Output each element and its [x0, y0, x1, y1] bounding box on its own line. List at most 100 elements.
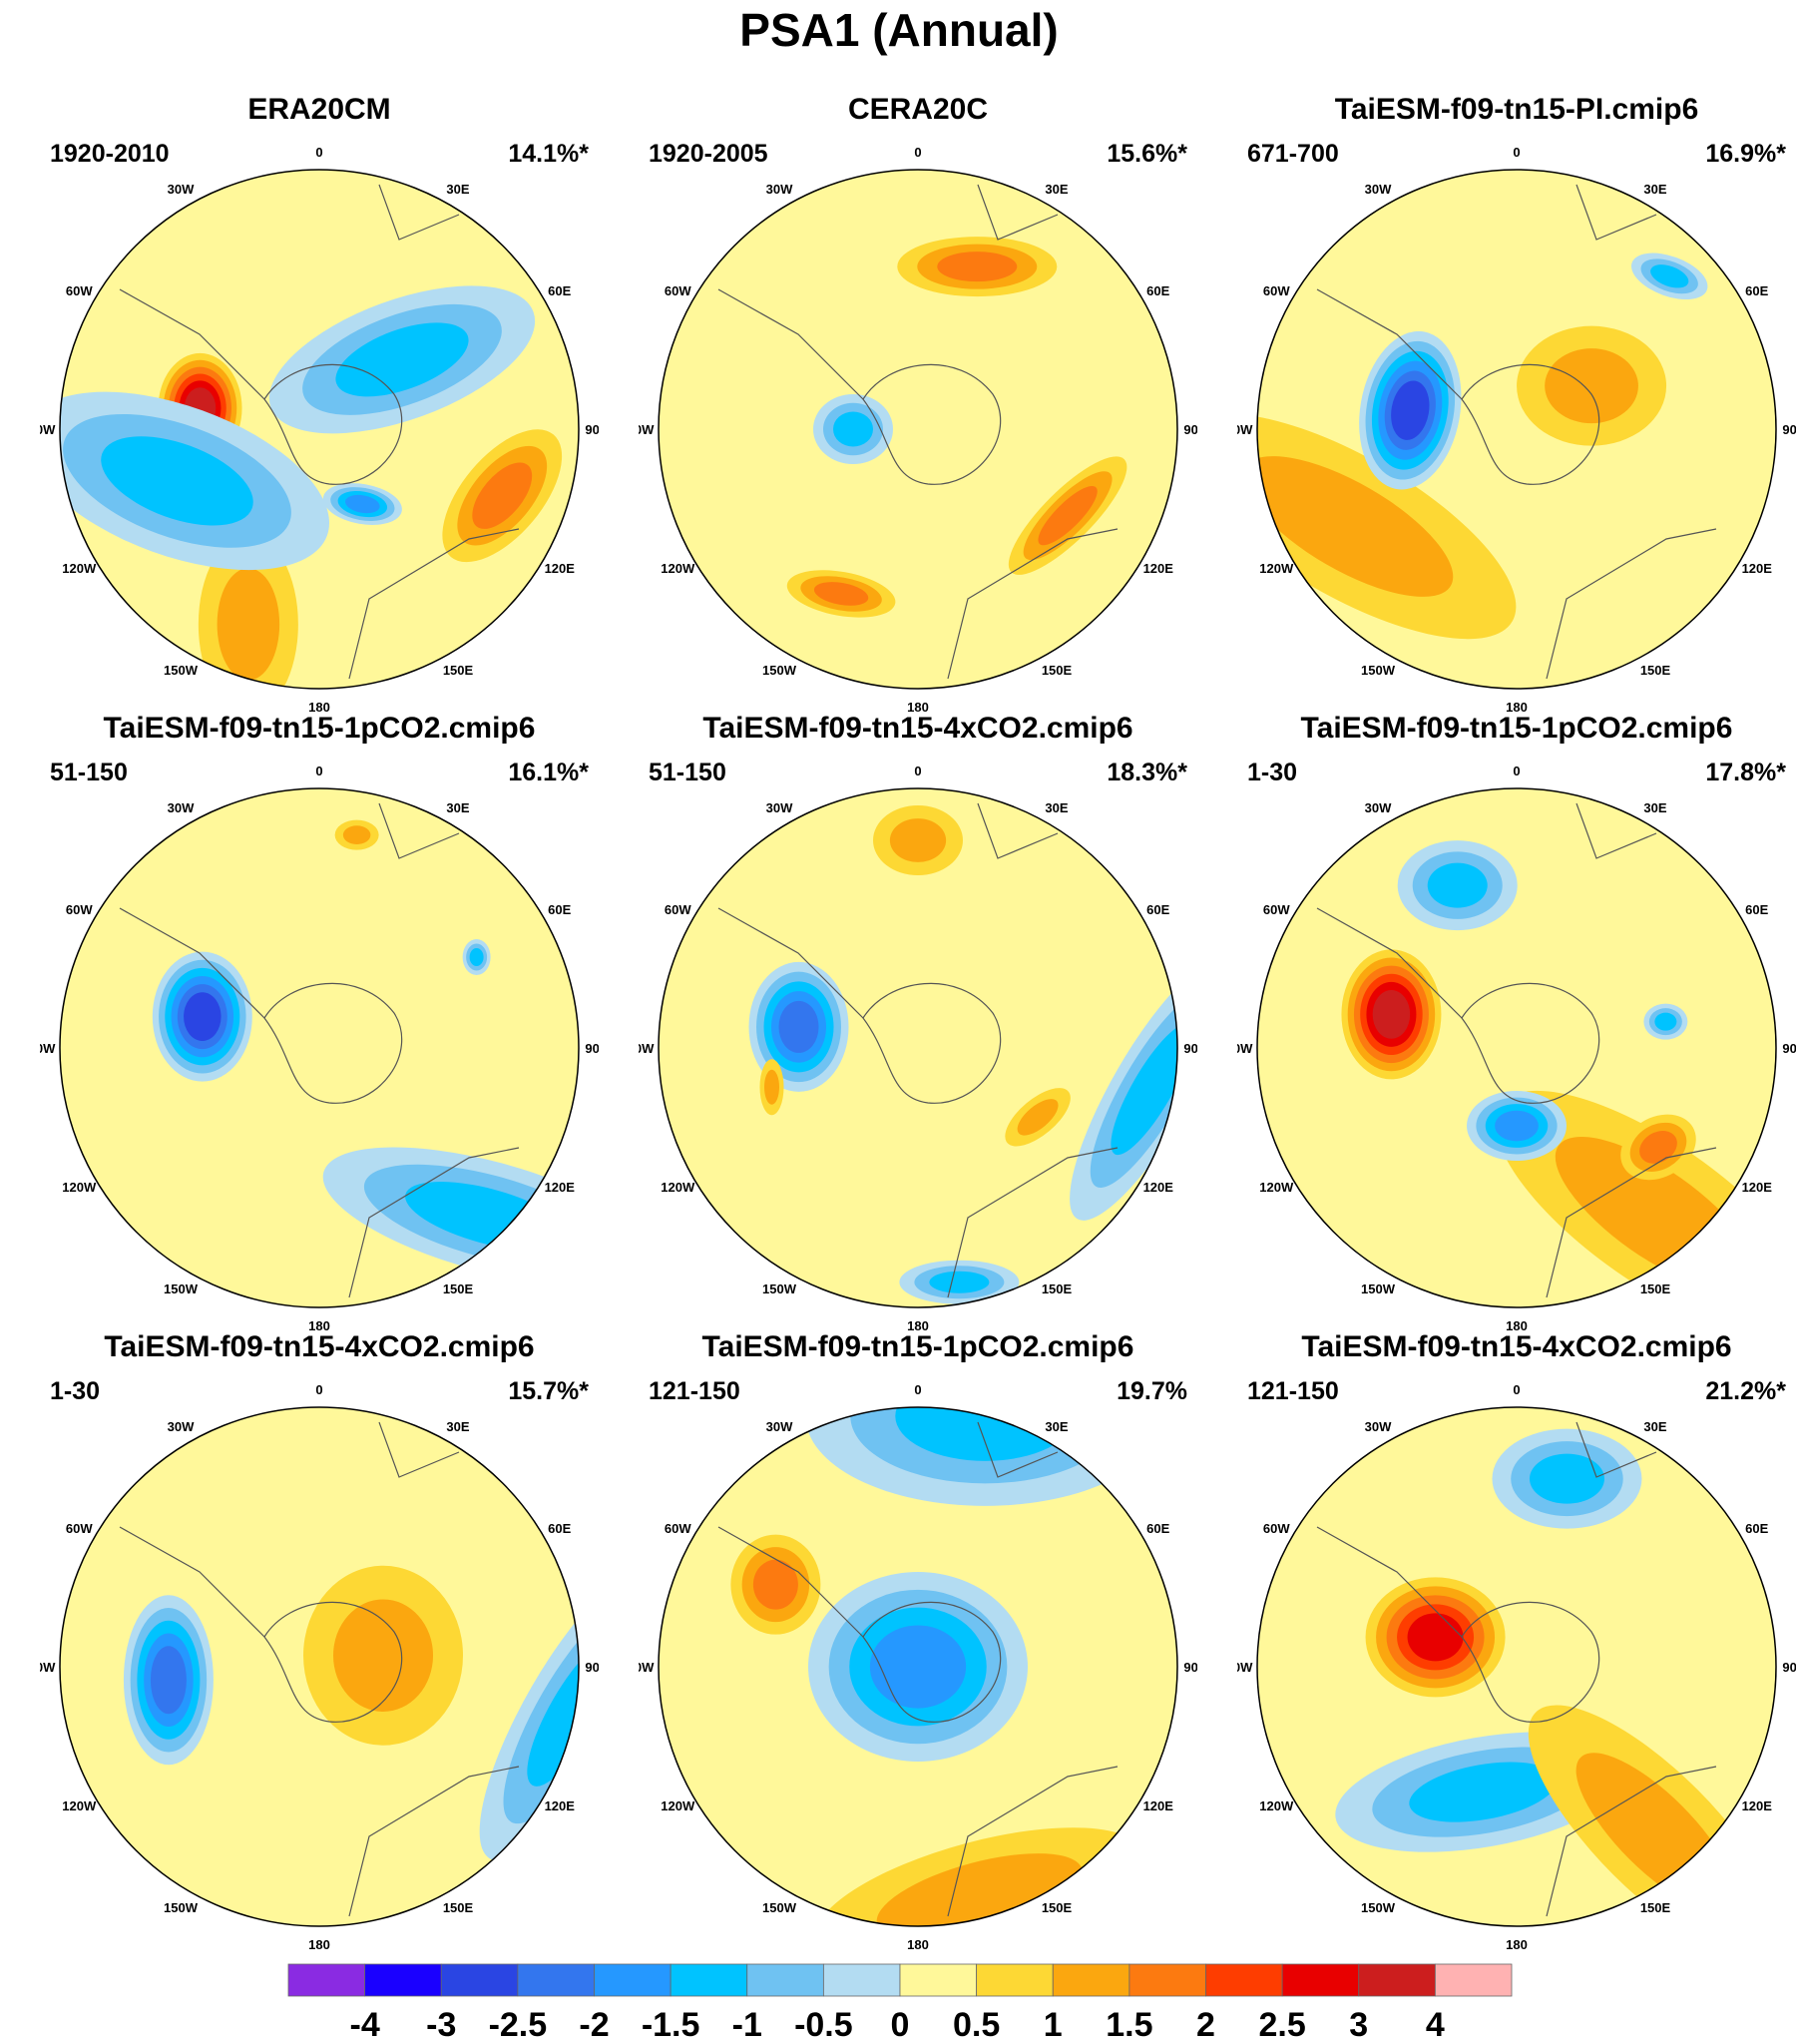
australia-coastline [1546, 528, 1717, 680]
longitude-label: 150E [443, 1281, 474, 1296]
map-panel: TaiESM-f09-tn15-PI.cmip6 0 30E 60E 90E 120E 15… [1237, 90, 1796, 715]
longitude-label: 30E [446, 182, 469, 197]
australia-coastline [348, 1766, 520, 1917]
longitude-label: 90W [639, 1660, 655, 1675]
colorbar-label: -1.5 [642, 2006, 700, 2042]
variance-label: 16.9%* [1705, 140, 1786, 168]
longitude-label: 60W [66, 283, 93, 298]
longitude-label: 30E [1643, 182, 1666, 197]
africa-coastline [977, 184, 1059, 241]
map-panel: TaiESM-f09-tn15-4xCO2.cmip6 0 30E 60E 90E 120… [639, 709, 1197, 1333]
africa-coastline [1575, 1421, 1657, 1478]
map-border [1256, 169, 1777, 690]
map-panel: TaiESM-f09-tn15-4xCO2.cmip6 0 30E 60E 90E 120… [1237, 1327, 1796, 1952]
longitude-label: 150E [1042, 1281, 1073, 1296]
longitude-label: 120W [1259, 561, 1294, 576]
map-border [658, 1406, 1178, 1927]
map-panel: ERA20CM 0 30E 60E 90E 120E 150E 180 150W 120W 90W 6… [40, 90, 599, 715]
map-border [1256, 1406, 1777, 1927]
australia-coastline [1546, 1766, 1717, 1917]
longitude-label: 30E [1643, 1419, 1666, 1434]
contour-region [778, 1000, 819, 1053]
africa-coastline [378, 802, 460, 859]
longitude-label: 30E [446, 800, 469, 815]
colorbar-swatch [287, 1963, 366, 1997]
panel-title: TaiESM-f09-tn15-4xCO2.cmip6 [702, 712, 1133, 745]
colorbar-swatch [1281, 1963, 1360, 1997]
longitude-label: 120E [1143, 1798, 1174, 1813]
longitude-label: 150W [1361, 663, 1396, 678]
longitude-label: 30E [446, 1419, 469, 1434]
longitude-label: 30E [1643, 800, 1666, 815]
longitude-label: 90W [1237, 1041, 1253, 1056]
contour-region [1038, 486, 1098, 546]
longitude-label: 0 [315, 764, 322, 778]
longitude-label: 120W [62, 1798, 97, 1813]
polar-map: 0 30E 60E 90E 120E 150E 180 150W 120W 90W 60W 30W [40, 145, 599, 715]
variance-label: 14.1%* [508, 140, 589, 168]
colorbar: -4 -3 -2.5 -2 -1.5 -1 -0.5 0 0.5 1 1.5 2 2.5 3 4 [287, 1963, 1513, 2042]
period-label: 51-150 [649, 759, 726, 786]
longitude-label: 30W [168, 182, 195, 197]
longitude-label: 0 [914, 764, 921, 778]
australia-coastline [947, 528, 1119, 680]
contour-region [342, 825, 371, 844]
colorbar-label: 0 [891, 2006, 910, 2042]
south-america-coastline [717, 288, 864, 400]
panel-title: TaiESM-f09-tn15-1pCO2.cmip6 [103, 712, 536, 745]
south-america-coastline [717, 1526, 864, 1638]
colorbar-swatch [440, 1963, 519, 1997]
longitude-label: 180 [907, 1937, 929, 1952]
longitude-label: 90W [639, 422, 655, 437]
longitude-label: 60E [548, 283, 571, 298]
colorbar-swatch [364, 1963, 442, 1997]
colorbar-label: -2 [579, 2006, 609, 2042]
longitude-label: 60E [548, 902, 571, 917]
colorbar-swatch [1205, 1963, 1283, 1997]
polar-map: 0 30E 60E 90E 120E 150E 180 150W 120W 90W 60W 30W [1237, 1382, 1796, 1952]
colorbar-swatch [517, 1963, 595, 1997]
contour-region [764, 1069, 780, 1105]
contour-region [1650, 264, 1689, 288]
map-background [1257, 170, 1776, 689]
longitude-label: 30W [1365, 1419, 1392, 1434]
longitude-label: 0 [914, 145, 921, 160]
contour-region [929, 1271, 990, 1293]
colorbar-swatch [670, 1963, 748, 1997]
map-border [59, 787, 580, 1308]
south-america-coastline [717, 907, 864, 1019]
longitude-label: 60E [1146, 283, 1169, 298]
antarctica-coastline [862, 982, 1002, 1104]
polar-map: 0 30E 60E 90E 120E 150E 180 150W 120W 90W 60W 30W [639, 764, 1197, 1333]
longitude-label: 60W [1263, 902, 1290, 917]
africa-coastline [378, 184, 460, 241]
south-america-coastline [1316, 288, 1463, 400]
polar-map: 0 30E 60E 90E 120E 150E 180 150W 120W 90W 60W 30W [639, 145, 1197, 715]
contour-region [333, 1599, 434, 1712]
australia-coastline [348, 1147, 520, 1298]
longitude-label: 120W [62, 1180, 97, 1195]
antarctica-coastline [1461, 1601, 1600, 1723]
longitude-label: 60W [66, 902, 93, 917]
longitude-label: 120E [1742, 1180, 1773, 1195]
antarctica-coastline [862, 1601, 1002, 1723]
antarctica-coastline [263, 363, 403, 485]
longitude-label: 0 [1513, 145, 1520, 160]
contour-region [469, 948, 484, 966]
contour-region [1427, 862, 1488, 908]
longitude-label: 90E [1183, 1660, 1197, 1675]
longitude-label: 180 [1506, 1937, 1528, 1952]
longitude-label: 90E [1782, 422, 1796, 437]
longitude-label: 90W [40, 422, 56, 437]
south-america-coastline [119, 288, 265, 400]
longitude-label: 150W [1361, 1900, 1396, 1915]
colorbar-label: 2.5 [1258, 2006, 1305, 2042]
longitude-label: 90E [585, 1041, 599, 1056]
contour-region [1111, 1023, 1177, 1156]
longitude-label: 120W [661, 561, 695, 576]
colorbar-label: 3 [1349, 2006, 1368, 2042]
map-panel: TaiESM-f09-tn15-1pCO2.cmip6 0 30E 60E 90E 120… [40, 709, 599, 1333]
longitude-label: 90E [1782, 1041, 1796, 1056]
contour-region [472, 462, 533, 529]
colorbar-label: 4 [1426, 2006, 1445, 2042]
